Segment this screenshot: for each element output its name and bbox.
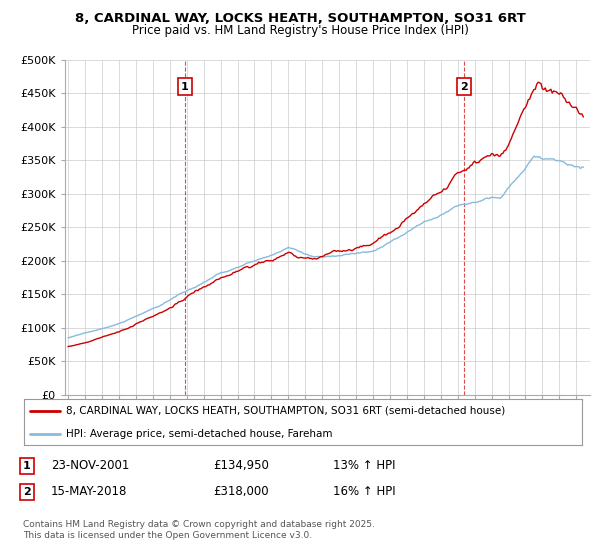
Text: 2: 2 xyxy=(23,487,31,497)
Text: 8, CARDINAL WAY, LOCKS HEATH, SOUTHAMPTON, SO31 6RT: 8, CARDINAL WAY, LOCKS HEATH, SOUTHAMPTO… xyxy=(74,12,526,25)
Text: HPI: Average price, semi-detached house, Fareham: HPI: Average price, semi-detached house,… xyxy=(66,429,332,438)
Text: 13% ↑ HPI: 13% ↑ HPI xyxy=(333,459,395,473)
Text: 8, CARDINAL WAY, LOCKS HEATH, SOUTHAMPTON, SO31 6RT (semi-detached house): 8, CARDINAL WAY, LOCKS HEATH, SOUTHAMPTO… xyxy=(66,406,505,416)
Text: 1: 1 xyxy=(23,461,31,471)
Text: Price paid vs. HM Land Registry's House Price Index (HPI): Price paid vs. HM Land Registry's House … xyxy=(131,24,469,36)
Text: 23-NOV-2001: 23-NOV-2001 xyxy=(51,459,130,473)
Text: 1: 1 xyxy=(181,82,189,92)
Text: 2: 2 xyxy=(460,82,468,92)
Text: 16% ↑ HPI: 16% ↑ HPI xyxy=(333,485,395,498)
Text: £134,950: £134,950 xyxy=(213,459,269,473)
Text: 15-MAY-2018: 15-MAY-2018 xyxy=(51,485,127,498)
Text: £318,000: £318,000 xyxy=(213,485,269,498)
Text: Contains HM Land Registry data © Crown copyright and database right 2025.
This d: Contains HM Land Registry data © Crown c… xyxy=(23,520,374,540)
